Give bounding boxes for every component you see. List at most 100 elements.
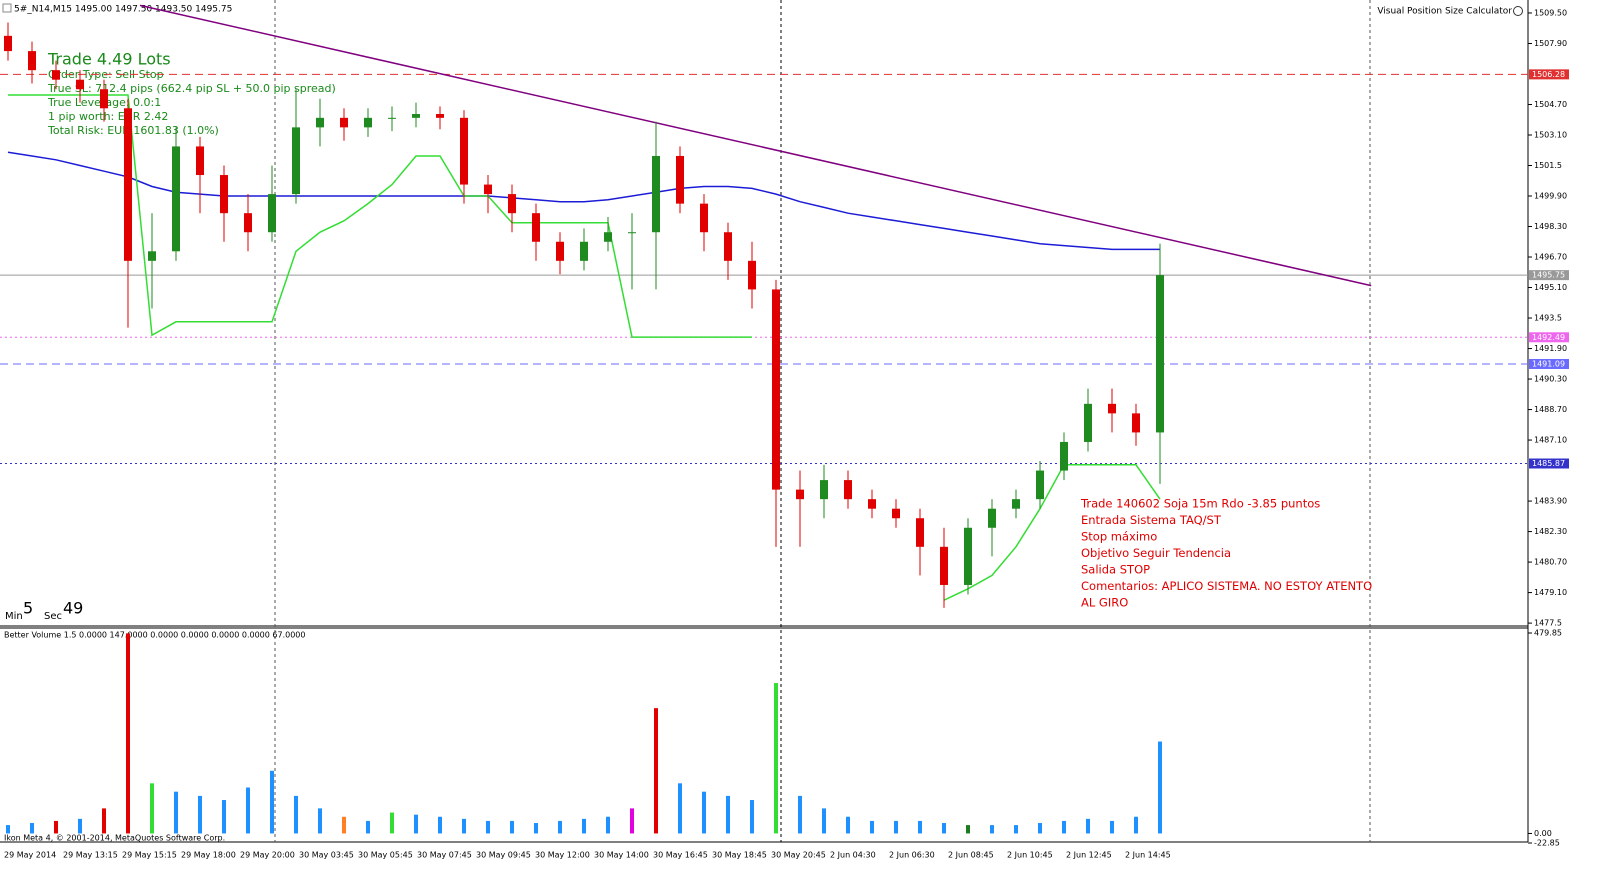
y-tick-label: 1496.70 [1534, 253, 1567, 262]
candle-body [315, 117, 324, 128]
candle-body [1060, 441, 1069, 471]
volume-bar [365, 820, 370, 834]
x-tick-label: 2 Jun 06:30 [889, 851, 935, 860]
candle-body [507, 194, 516, 214]
y-tick-label: 1501.5 [1534, 161, 1562, 170]
x-tick-label: 29 May 2014 [4, 851, 56, 860]
x-tick-label: 30 May 05:45 [358, 851, 413, 860]
volume-bar [605, 816, 610, 834]
y-tick-label: 1495.10 [1534, 283, 1567, 292]
note-line: Objetivo Seguir Tendencia [1081, 546, 1231, 560]
candle-body [243, 213, 252, 233]
volume-bar [149, 783, 154, 834]
timer-sec-label: Sec [44, 611, 62, 622]
y-tick-label: 1499.90 [1534, 192, 1567, 201]
candle-body [579, 241, 588, 261]
candle-body [51, 70, 60, 80]
x-tick-label: 30 May 12:00 [535, 851, 590, 860]
note-line: Trade 140602 Soja 15m Rdo -3.85 puntos [1080, 497, 1320, 511]
volume-bar [557, 820, 562, 834]
volume-bar [581, 818, 586, 834]
volume-bar [918, 820, 923, 834]
footer: Ikon Meta 4, © 2001-2014, MetaQuotes Sof… [4, 834, 225, 843]
smiley-icon [1513, 6, 1523, 16]
volume-bar [245, 787, 250, 834]
volume-bar [437, 816, 442, 834]
y-tick-label: 1479.10 [1534, 588, 1567, 597]
candle-body [27, 51, 36, 71]
y-tick-label: 1490.30 [1534, 375, 1567, 384]
note-line: AL GIRO [1081, 596, 1128, 610]
candle-body [171, 146, 180, 252]
candle-body [531, 213, 540, 242]
y-tick-label: 1491.90 [1534, 344, 1567, 353]
volume-bar [1134, 816, 1139, 834]
candle-body [339, 117, 348, 128]
candle-body [291, 127, 300, 195]
y-tick-label: 0.00 [1534, 829, 1552, 838]
candle-body [147, 251, 156, 261]
price-tag-label: 1492.49 [1532, 333, 1565, 342]
volume-bar [822, 808, 827, 834]
candle-body [555, 241, 564, 261]
volume-bar [990, 825, 995, 834]
price-tag [1529, 332, 1569, 343]
price-tag-label: 1491.09 [1532, 359, 1565, 368]
volume-bar [317, 808, 322, 834]
candle-body [723, 232, 732, 261]
candle-body [675, 155, 684, 204]
trade-info-line: True SL: 712.4 pips (662.4 pip SL + 50.0… [47, 82, 336, 95]
volume-bar [966, 825, 971, 834]
timer-min-label: Min [5, 611, 23, 622]
candle-body [772, 289, 781, 490]
candle-body [1156, 275, 1165, 433]
chart-title: 5#_N14,M15 1495.00 1497.50 1493.50 1495.… [14, 5, 232, 15]
volume-bar [77, 818, 82, 834]
x-tick-label: 2 Jun 08:45 [948, 851, 994, 860]
volume-bar [533, 823, 538, 834]
volume-bar [725, 795, 730, 834]
y-tick-label: 1487.10 [1534, 436, 1567, 445]
volume-bar [629, 808, 634, 834]
x-tick-label: 30 May 20:45 [771, 851, 826, 860]
y-tick-label: 1498.30 [1534, 222, 1567, 231]
volume-bar [269, 770, 274, 834]
volume-bar [461, 818, 466, 834]
note-line: Stop máximo [1081, 530, 1157, 544]
y-tick-label: -22.85 [1534, 839, 1560, 848]
candle-body [1132, 413, 1141, 433]
x-tick-label: 2 Jun 04:30 [830, 851, 876, 860]
volume-bar [221, 800, 226, 834]
volume-bar [29, 823, 34, 834]
y-tick-label: 1509.50 [1534, 8, 1567, 17]
volume-bar [1062, 820, 1067, 834]
price-tag-label: 1506.28 [1532, 70, 1565, 79]
price-tag [1529, 69, 1569, 80]
price-tag [1529, 458, 1569, 469]
timer-min: 5 [23, 599, 33, 618]
y-tick-label: 1503.10 [1534, 130, 1567, 139]
candle-body [459, 117, 468, 185]
volume-bar [774, 683, 779, 834]
timer-sec: 49 [63, 599, 83, 618]
symbol-icon [2, 3, 12, 13]
x-tick-label: 29 May 18:00 [181, 851, 236, 860]
volume-bar [894, 820, 899, 834]
candle-body [411, 114, 420, 118]
volume-bar [413, 814, 418, 834]
x-tick-label: 2 Jun 14:45 [1125, 851, 1171, 860]
volume-bar [1110, 820, 1115, 834]
candle-body [387, 117, 396, 119]
volume-bar [125, 633, 130, 834]
volume-bar [1014, 825, 1019, 834]
y-tick-label: 479.85 [1534, 629, 1562, 638]
candle-body [195, 146, 204, 176]
y-tick-label: 1488.70 [1534, 405, 1567, 414]
tool-label[interactable]: Visual Position Size Calculator [1377, 7, 1512, 17]
candle-body [940, 546, 949, 585]
candle-body [123, 108, 132, 261]
candle-body [988, 508, 997, 528]
note-line: Salida STOP [1081, 563, 1150, 577]
